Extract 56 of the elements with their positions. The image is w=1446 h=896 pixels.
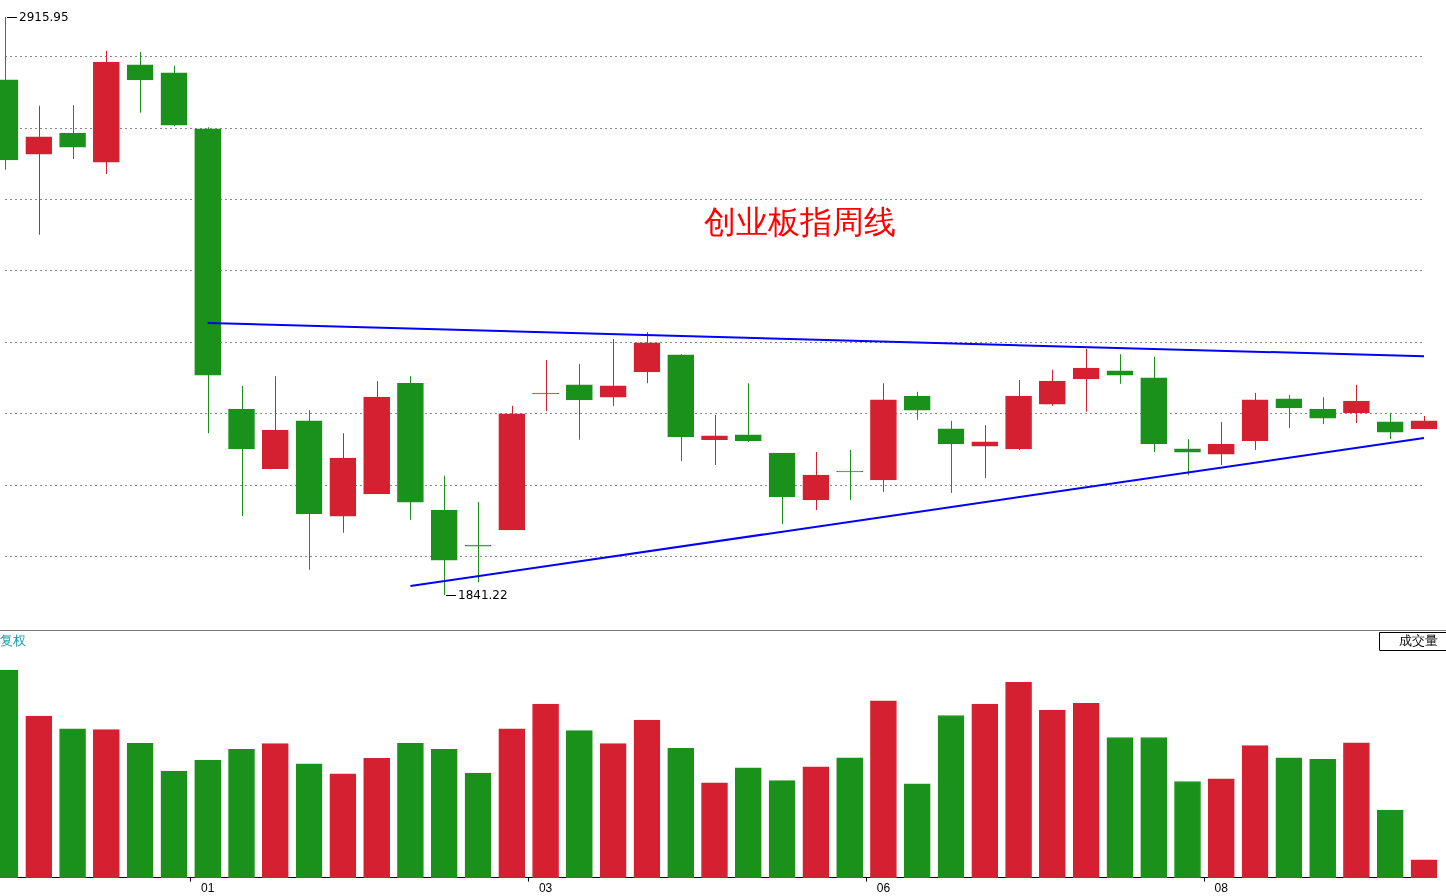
bar <box>667 747 695 878</box>
annotation: 2915.95 <box>19 9 69 24</box>
bar <box>971 703 999 878</box>
bar <box>1072 702 1100 878</box>
candlestick <box>532 359 559 412</box>
bar <box>1039 709 1066 878</box>
bar <box>532 703 559 878</box>
bar <box>1376 809 1404 878</box>
bar <box>1207 778 1235 878</box>
bar <box>1410 859 1438 878</box>
text: 复权 <box>0 633 26 649</box>
bar <box>903 783 931 878</box>
bar <box>228 748 255 878</box>
bar <box>1140 737 1168 878</box>
bar <box>160 770 188 878</box>
bar <box>1174 781 1201 878</box>
bar <box>59 728 86 878</box>
bar <box>1005 681 1032 878</box>
y-axis-title: 成交量 <box>1399 633 1438 649</box>
bar <box>701 782 728 878</box>
bar <box>430 748 458 878</box>
bar <box>1309 758 1336 878</box>
candlestick <box>836 449 863 501</box>
bar <box>836 757 863 878</box>
bar <box>329 773 357 878</box>
x-tick-label: 08 <box>1214 881 1229 896</box>
text: 创业板指周线 <box>703 203 896 242</box>
candlestick <box>464 501 492 583</box>
bar <box>1241 745 1269 878</box>
bar <box>633 719 661 878</box>
bar <box>464 772 492 878</box>
bar <box>363 757 390 878</box>
bar <box>261 743 289 878</box>
bar <box>599 743 627 878</box>
bar <box>498 728 526 878</box>
bar <box>295 763 323 878</box>
bar <box>870 700 897 878</box>
bar <box>937 715 965 878</box>
bar <box>1106 737 1134 878</box>
bar <box>93 729 120 878</box>
candlestick <box>1072 348 1100 413</box>
x-tick-label: 03 <box>538 881 553 896</box>
candlestick <box>25 105 53 236</box>
x-tick-label: 01 <box>201 881 215 896</box>
bar <box>566 730 593 878</box>
bar <box>126 742 154 878</box>
bar <box>397 742 424 878</box>
x-tick-label: 06 <box>876 881 891 896</box>
bar <box>802 766 830 878</box>
bar <box>194 759 222 878</box>
bar <box>1275 757 1303 878</box>
bar <box>1343 742 1370 878</box>
annotation: 1841.22 <box>458 587 508 602</box>
bar <box>734 767 762 878</box>
bar <box>768 780 796 878</box>
bar <box>25 715 53 878</box>
